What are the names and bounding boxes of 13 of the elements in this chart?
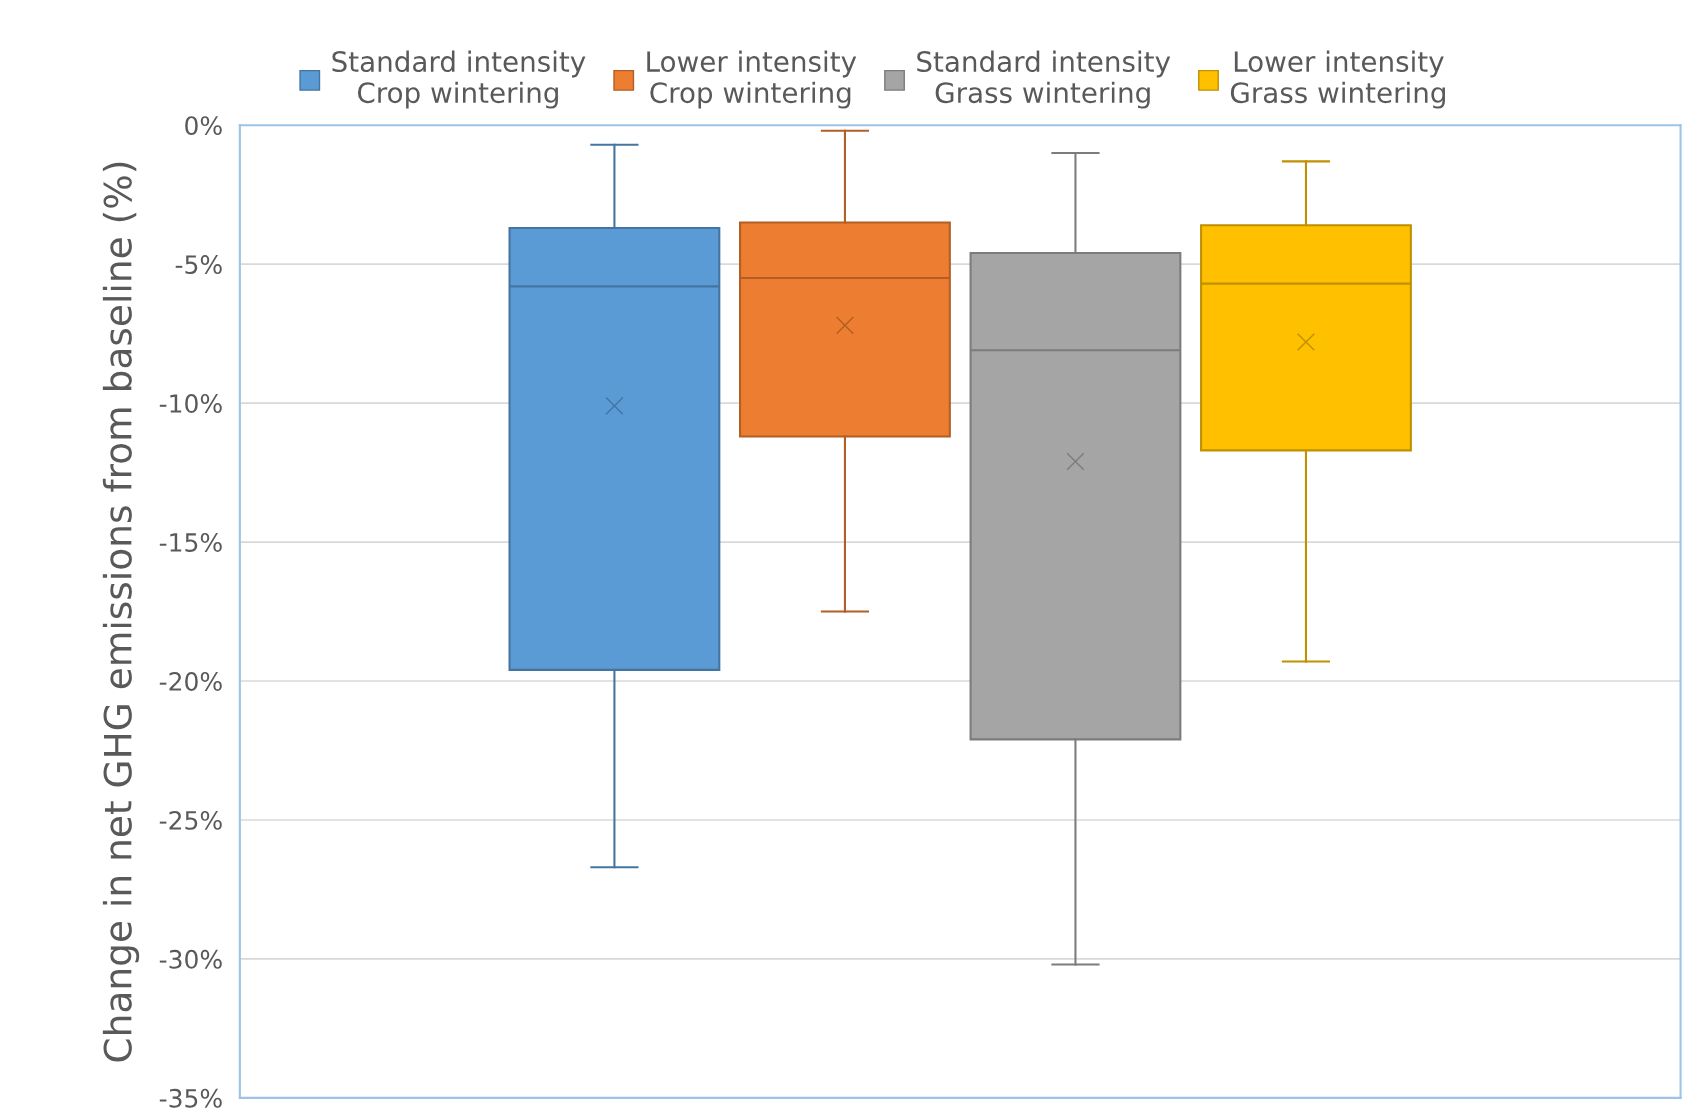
y-tick-label: -35%	[159, 1088, 222, 1108]
legend-label: Standard intensity Crop wintering	[332, 50, 586, 109]
legend-label: Standard intensity Grass wintering	[917, 50, 1171, 109]
y-tick-label: 0%	[185, 116, 222, 136]
y-tick-label: -30%	[159, 949, 222, 969]
y-tick-label: -10%	[159, 394, 222, 413]
legend-label: Lower intensity Crop wintering	[647, 50, 857, 109]
legend-label: Lower intensity Grass wintering	[1230, 50, 1445, 109]
y-tick-label: -25%	[159, 810, 222, 830]
y-tick-label: -15%	[159, 533, 222, 552]
y-tick-label: -5%	[175, 255, 222, 275]
y-tick-label: -20%	[159, 671, 222, 691]
y-axis-title: Change in net GHG emissions from baseline (%)	[102, 162, 140, 1062]
